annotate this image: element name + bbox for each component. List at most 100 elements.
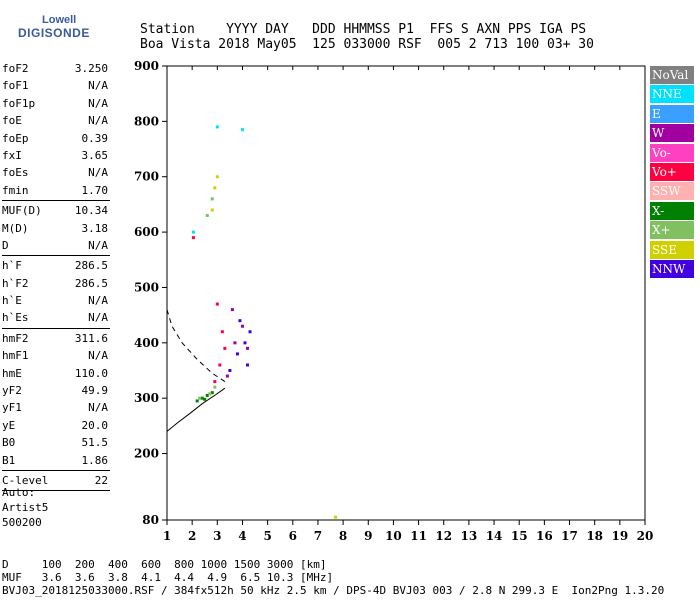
data-point-nnw <box>235 352 239 356</box>
x-tick-label: 7 <box>314 529 322 543</box>
x-tick-label: 3 <box>213 529 221 543</box>
param-value: 3.250 <box>74 62 108 75</box>
param-value: 3.65 <box>81 148 109 162</box>
y-tick-label: 900 <box>134 59 159 73</box>
param-row: h`F 286.5 <box>2 257 110 274</box>
param-name: foF1p <box>2 96 36 110</box>
param-value: N/A <box>88 294 108 308</box>
x-tick-label: 16 <box>536 529 553 543</box>
param-name: D <box>2 238 9 252</box>
y-tick-label: 700 <box>134 170 159 184</box>
data-point-w <box>240 324 244 328</box>
param-value: N/A <box>88 238 108 252</box>
data-point-vo <box>218 363 222 367</box>
param-name: B0 <box>2 436 16 450</box>
data-point-sse <box>215 175 219 179</box>
param-value: 20.0 <box>81 418 109 432</box>
x-tick-label: 19 <box>611 529 628 543</box>
param-value: 1.70 <box>81 183 109 197</box>
data-point-x <box>203 397 207 401</box>
param-name: yF1 <box>2 401 22 415</box>
data-point-x <box>208 392 212 396</box>
parameter-panel: foF2 3.250 foF1 N/A foF1p N/A foE N/A foEp 0.39 fx… <box>2 60 110 492</box>
data-point-sse <box>210 208 214 212</box>
logo-line1: Lowell <box>42 14 77 26</box>
param-value: N/A <box>88 166 108 180</box>
param-name: M(D) <box>2 221 29 235</box>
param-value: 49.9 <box>81 384 109 398</box>
param-value: 286.5 <box>74 259 108 273</box>
param-row: hmF2 311.6 <box>2 330 110 347</box>
auto-line3: 500200 <box>2 516 42 529</box>
param-value: N/A <box>88 401 108 415</box>
solid-curve <box>166 387 226 432</box>
legend-item: W <box>650 124 694 143</box>
param-separator <box>2 469 110 471</box>
auto-info: Auto: Artist5 500200 <box>2 485 48 530</box>
x-tick-label: 13 <box>461 529 478 543</box>
footer-d-line: D 100 200 400 600 800 1000 1500 3000 [km… <box>2 558 327 571</box>
param-row: hmE 110.0 <box>2 365 110 382</box>
param-name: foEs <box>2 166 29 180</box>
data-point-vo <box>215 302 219 306</box>
auto-line2: Artist5 <box>2 501 49 514</box>
data-point-x <box>205 393 209 397</box>
param-name: yE <box>2 418 16 432</box>
param-value: 110.0 <box>74 366 108 380</box>
param-row: yF2 49.9 <box>2 382 110 399</box>
param-separator <box>2 327 110 329</box>
legend-item: X+ <box>650 221 694 240</box>
data-point-sse <box>213 186 217 190</box>
param-name: hmF2 <box>2 331 29 345</box>
x-tick-label: 18 <box>586 529 603 543</box>
x-tick-label: 14 <box>486 529 503 543</box>
param-name: h`Es <box>2 311 29 325</box>
param-name: hmF1 <box>2 349 29 363</box>
param-row: foE N/A <box>2 112 110 129</box>
legend: NoVal NNE E W Vo- Vo+ SSW X- X+ SSE NNW <box>650 66 694 279</box>
param-value: 1.86 <box>81 453 109 467</box>
data-point-w <box>225 374 229 378</box>
param-separator <box>2 490 110 492</box>
plot-frame <box>166 65 646 521</box>
data-point-nnw <box>246 363 250 367</box>
x-tick-label: 17 <box>561 529 578 543</box>
y-tick-label: 80 <box>142 513 159 527</box>
param-value: 3.18 <box>81 221 109 235</box>
param-row: h`Es N/A <box>2 309 110 326</box>
data-point-vo <box>191 236 195 240</box>
data-point-vo <box>213 380 217 384</box>
y-tick-label: 600 <box>134 225 159 239</box>
param-name: foF1 <box>2 79 29 93</box>
param-name: C-level <box>2 473 49 487</box>
param-row: foF1 N/A <box>2 77 110 94</box>
footer-muf-line: MUF 3.6 3.6 3.8 4.1 4.4 4.9 6.5 10.3 [MH… <box>2 571 334 584</box>
header: Station YYYY DAY DDD HHMMSS P1 FFS S AXN… <box>140 22 594 52</box>
data-point-nnw <box>238 319 242 323</box>
y-tick-label: 200 <box>134 447 159 461</box>
param-name: fxI <box>2 148 22 162</box>
auto-line1: Auto: <box>2 486 36 499</box>
param-value: N/A <box>88 96 108 110</box>
data-point-sse <box>334 515 338 519</box>
x-tick-label: 10 <box>385 529 402 543</box>
footer: D 100 200 400 600 800 1000 1500 3000 [km… <box>2 558 664 597</box>
param-row: yF1 N/A <box>2 399 110 416</box>
legend-item: E <box>650 104 694 123</box>
legend-item: SSW <box>650 182 694 201</box>
data-point-x <box>213 385 217 389</box>
x-tick-label: 15 <box>511 529 528 543</box>
param-name: h`E <box>2 294 22 308</box>
param-name: foE <box>2 114 22 128</box>
param-row: B1 1.86 <box>2 452 110 469</box>
param-row: foF2 3.250 <box>2 60 110 77</box>
data-point-nne <box>240 128 244 132</box>
param-row: M(D) 3.18 <box>2 220 110 237</box>
param-value: 286.5 <box>74 276 108 290</box>
data-point-x <box>210 197 214 201</box>
data-point-x <box>200 396 204 400</box>
header-values: Boa Vista 2018 May05 125 033000 RSF 005 … <box>140 37 594 52</box>
x-tick-label: 2 <box>188 529 196 543</box>
data-point-vo <box>223 346 227 350</box>
x-tick-label: 4 <box>238 529 246 543</box>
